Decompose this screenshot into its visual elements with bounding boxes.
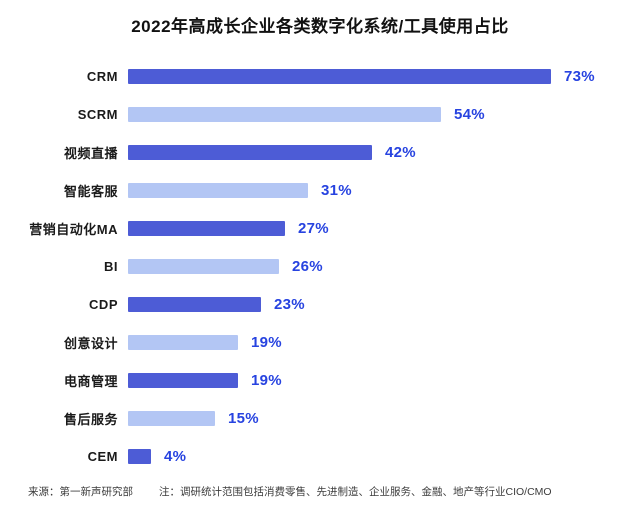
bar-value-label: 19%	[251, 333, 282, 351]
bar	[128, 448, 151, 464]
chart-footer: 来源：第一新声研究部 注：调研统计范围包括消费零售、先进制造、企业服务、金融、地…	[28, 484, 630, 499]
chart-title: 2022年高成长企业各类数字化系统/工具使用占比	[131, 17, 509, 36]
bar-category-label: 电商管理	[63, 373, 118, 389]
bar-category-label: 营销自动化MA	[29, 221, 118, 237]
source-note: 来源：第一新声研究部	[28, 486, 133, 498]
bar-category-label: BI	[104, 258, 118, 274]
bar-row: 创意设计 19%	[0, 323, 640, 361]
bar	[128, 372, 238, 388]
bar	[128, 334, 238, 350]
bar-row: 视频直播 42%	[0, 133, 640, 171]
bar-value-label: 15%	[228, 409, 259, 427]
bar	[128, 106, 441, 122]
bar-category-label: CDP	[89, 296, 118, 312]
bar-category-label: SCRM	[77, 106, 118, 122]
bar-row: 营销自动化MA 27%	[0, 209, 640, 247]
bar-row: BI 26%	[0, 247, 640, 285]
bar-row: CEM 4%	[0, 437, 640, 475]
bar	[128, 258, 279, 274]
bar	[128, 68, 551, 84]
bar-row: CDP 23%	[0, 285, 640, 323]
bar	[128, 220, 285, 236]
bar-row: 智能客服 31%	[0, 171, 640, 209]
bar	[128, 296, 261, 312]
bar-category-label: 创意设计	[63, 335, 118, 351]
bar	[128, 144, 372, 160]
bar-value-label: 42%	[385, 143, 416, 161]
bar-row: 售后服务 15%	[0, 399, 640, 437]
bar-row: 电商管理 19%	[0, 361, 640, 399]
bar-value-label: 26%	[292, 257, 323, 275]
bar	[128, 182, 308, 198]
bar-value-label: 73%	[564, 67, 595, 85]
bar-value-label: 27%	[298, 219, 329, 237]
bar-category-label: CRM	[86, 68, 118, 84]
bar-chart: CRM 73% SCRM 54% 视频直播 42% 智能客服 31% 营销自动化…	[0, 57, 640, 475]
methodology-note: 注：调研统计范围包括消费零售、先进制造、企业服务、金融、地产等行业CIO/CMO	[159, 486, 552, 498]
bar-value-label: 54%	[454, 105, 485, 123]
bar-value-label: 31%	[321, 181, 352, 199]
bar-category-label: 售后服务	[63, 411, 118, 427]
bar-row: CRM 73%	[0, 57, 640, 95]
bar-row: SCRM 54%	[0, 95, 640, 133]
bar-category-label: 智能客服	[63, 183, 118, 199]
bar-value-label: 19%	[251, 371, 282, 389]
bar	[128, 410, 215, 426]
bar-value-label: 23%	[274, 295, 305, 313]
bar-category-label: 视频直播	[63, 145, 118, 161]
bar-value-label: 4%	[164, 447, 187, 465]
bar-category-label: CEM	[87, 448, 118, 464]
